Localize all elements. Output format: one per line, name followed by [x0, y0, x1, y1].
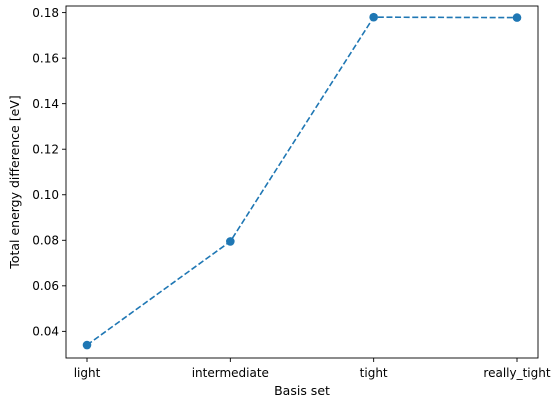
data-point [369, 12, 378, 22]
plot-area-frame [65, 5, 539, 359]
y-axis-label: Total energy difference [eV] [7, 95, 22, 269]
y-tick-label: 0.14 [32, 97, 59, 111]
y-tick-label: 0.10 [32, 188, 59, 202]
y-tick-label: 0.16 [32, 51, 59, 65]
data-point [512, 13, 522, 22]
y-tick-label: 0.18 [32, 6, 59, 20]
x-tick-label: really_tight [483, 366, 550, 380]
y-tick-label: 0.08 [32, 234, 59, 248]
y-tick-label: 0.12 [32, 143, 59, 157]
x-tick-label: intermediate [192, 366, 269, 380]
y-tick-label: 0.06 [32, 279, 59, 293]
series-line [86, 16, 518, 346]
series-layer [82, 12, 522, 350]
y-tick-label: 0.04 [32, 325, 59, 339]
x-tick-label: tight [360, 366, 388, 380]
x-axis-ticks: light intermediate tight really_tight [74, 358, 551, 380]
data-point [226, 237, 235, 246]
x-axis-label: Basis set [274, 383, 330, 398]
x-tick-label: light [74, 366, 101, 380]
y-axis-ticks: 0.04 0.06 0.08 0.10 0.12 0.14 0.16 0.18 [32, 6, 66, 339]
data-point [82, 340, 92, 350]
